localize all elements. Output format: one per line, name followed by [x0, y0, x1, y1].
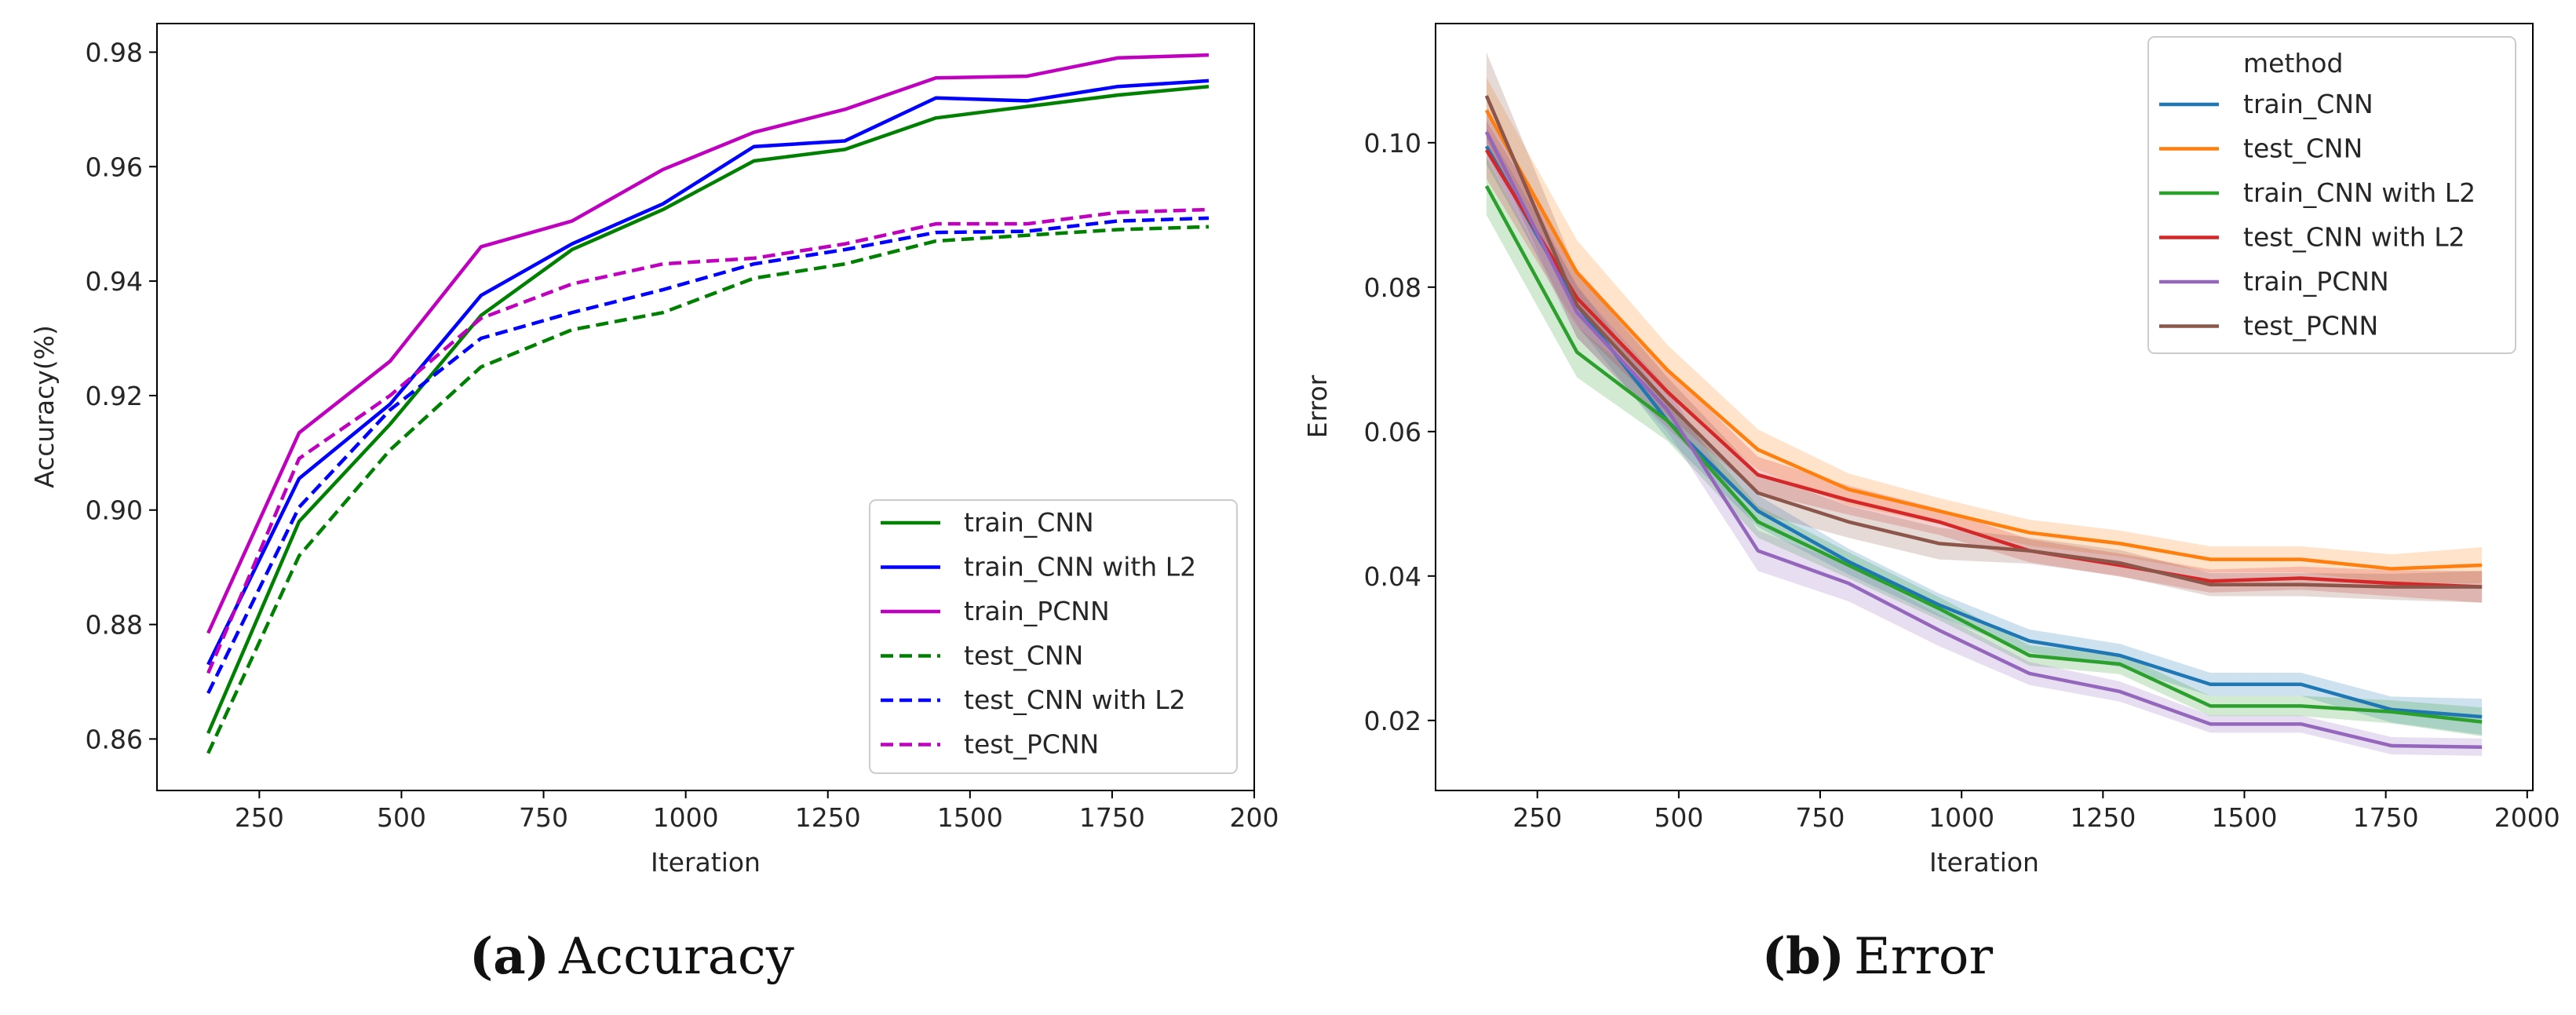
a-legend-label: test_PCNN	[964, 729, 1099, 760]
b-y-tick-label: 0.10	[1364, 128, 1421, 159]
a-line-test_pcnn	[206, 207, 1210, 674]
a-x-tick-label: 750	[519, 802, 568, 833]
b-legend-label: train_CNN	[2243, 89, 2373, 119]
caption-b-text: Error	[1854, 928, 1993, 986]
b-legend-label: train_CNN with L2	[2243, 177, 2476, 208]
a-line-test_cnn-with-l2	[206, 216, 1210, 695]
b-x-tick-label: 250	[1512, 802, 1562, 833]
b-band-train_cnn-with-l2	[1486, 157, 2483, 737]
b-band-train_cnn	[1486, 128, 2483, 736]
a-legend-label: train_PCNN	[964, 596, 1110, 626]
b-y-tick-label: 0.04	[1364, 561, 1421, 592]
b-x-tick-label: 1250	[2070, 802, 2136, 833]
error-legend: method train_CNN test_CNN train_CNN with L…	[2147, 36, 2516, 354]
a-y-tick-label: 0.90	[86, 495, 143, 526]
a-y-tick-label: 0.94	[86, 266, 143, 297]
a-legend-label: train_CNN	[964, 507, 1094, 538]
a-legend-label: test_CNN	[964, 641, 1083, 671]
caption-a: (a) Accuracy	[469, 927, 794, 986]
a-x-tick-label: 1750	[1079, 802, 1145, 833]
b-x-tick-label: 1500	[2211, 802, 2277, 833]
svg-text:(a): (a)	[469, 927, 549, 986]
b-y-tick-label: 0.06	[1364, 417, 1421, 447]
b-band-train_pcnn	[1486, 110, 2483, 756]
b-band-test_pcnn	[1486, 52, 2483, 603]
b-x-tick-label: 1000	[1928, 802, 1994, 833]
a-line-train_pcnn	[206, 53, 1210, 634]
error-legend-title: method	[2243, 48, 2343, 78]
b-line-train_pcnn	[1484, 130, 2483, 750]
a-y-tick-label: 0.88	[86, 610, 143, 641]
a-x-tick-label: 200	[1230, 802, 1279, 833]
a-x-tick-label: 500	[377, 802, 426, 833]
caption-b-letter: (b)	[1762, 927, 1844, 986]
error-x-axis-label: Iteration	[1929, 847, 2039, 878]
a-legend-label: train_CNN with L2	[964, 552, 1196, 582]
caption-a-text: Accuracy	[558, 928, 794, 986]
a-line-train_cnn-with-l2	[206, 78, 1210, 666]
b-y-tick-label: 0.08	[1364, 272, 1421, 303]
b-legend-label: train_PCNN	[2243, 266, 2389, 297]
a-x-tick-label: 1500	[937, 802, 1003, 833]
b-line-test_cnn	[1484, 109, 2483, 571]
a-x-tick-label: 250	[235, 802, 284, 833]
error-legend-box	[2147, 36, 2516, 354]
accuracy-legend: train_CNN train_CNN with L2 train_PCNNtest…	[869, 499, 1238, 774]
a-line-test_cnn	[206, 225, 1210, 754]
a-line-train_cnn	[206, 84, 1210, 734]
a-y-tick-label: 0.98	[86, 37, 143, 68]
b-legend-label: test_CNN	[2243, 133, 2363, 164]
b-y-tick-label: 0.02	[1364, 706, 1421, 736]
accuracy-legend-box	[869, 499, 1238, 774]
accuracy-plot-frame	[156, 23, 1255, 791]
b-x-tick-label: 1750	[2353, 802, 2419, 833]
error-y-axis-label: Error	[1302, 374, 1333, 438]
accuracy-y-axis-label: Accuracy(%)	[29, 325, 60, 488]
b-x-tick-label: 750	[1796, 802, 1845, 833]
caption-a-letter: (a)	[469, 927, 549, 986]
a-x-tick-label: 1000	[653, 802, 719, 833]
error-chart: 250 500 750 1000 1250 1500 1750 2000 0.02 0.04 0.…	[1302, 23, 2560, 986]
b-legend-label: test_CNN with L2	[2243, 222, 2465, 253]
b-x-tick-label: 500	[1654, 802, 1703, 833]
b-x-tick-label: 2000	[2494, 802, 2560, 833]
accuracy-chart: 250 500 750 1000 1250 1500 1750 200 0.86 0.88 0.9…	[29, 23, 1279, 986]
accuracy-x-axis-label: Iteration	[651, 847, 761, 878]
a-legend-label: test_CNN with L2	[964, 685, 1186, 715]
a-y-tick-label: 0.96	[86, 152, 143, 182]
b-line-test_cnn-with-l2	[1484, 148, 2483, 589]
b-legend-label: test_PCNN	[2243, 311, 2378, 341]
b-line-test_pcnn	[1484, 95, 2483, 589]
b-line-train_cnn-with-l2	[1484, 184, 2483, 724]
svg-text:(b): (b)	[1762, 927, 1844, 986]
a-y-tick-label: 0.86	[86, 724, 143, 754]
a-y-tick-label: 0.92	[86, 381, 143, 411]
b-line-train_cnn	[1484, 145, 2483, 719]
caption-b: (b) Error	[1762, 927, 1994, 986]
a-x-tick-label: 1250	[795, 802, 861, 833]
error-plot-frame	[1435, 23, 2534, 791]
